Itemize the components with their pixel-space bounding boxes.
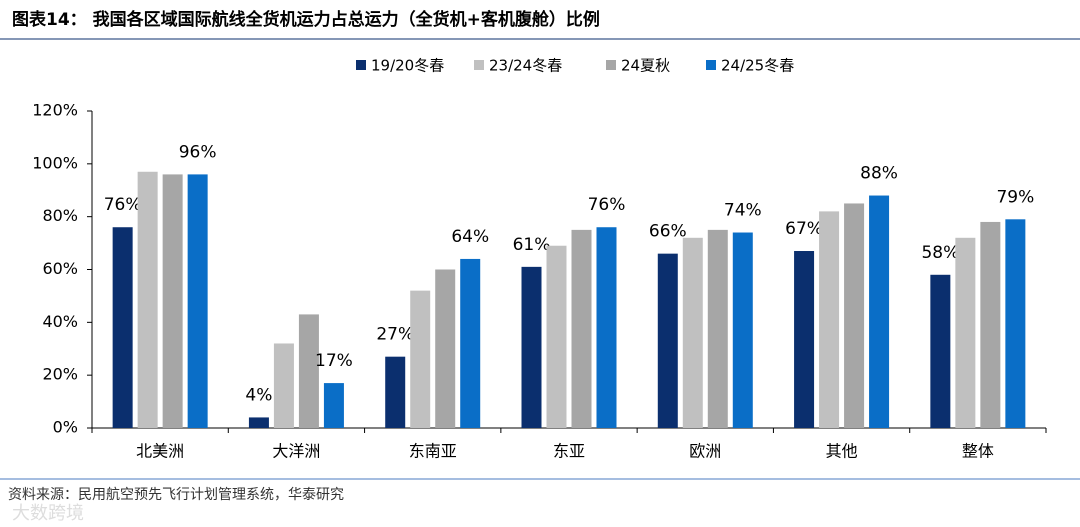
y-tick-label: 0%	[53, 418, 78, 437]
bar	[682, 237, 703, 428]
data-label: 67%	[785, 219, 823, 239]
bar	[955, 237, 976, 428]
data-label: 88%	[860, 164, 898, 184]
bar	[732, 232, 753, 428]
data-label: 61%	[513, 235, 551, 255]
chart-title: 图表14： 我国各区域国际航线全货机运力占总运力（全货机+客机腹舱）比例	[12, 9, 600, 30]
data-label: 64%	[451, 227, 489, 247]
bar	[162, 174, 183, 428]
legend-label: 23/24冬春	[489, 57, 562, 75]
data-label: 58%	[921, 243, 959, 263]
legend-swatch	[706, 60, 716, 70]
bar	[323, 383, 344, 428]
data-label: 76%	[588, 195, 626, 215]
x-tick-label: 其他	[826, 442, 858, 461]
watermark: 大数跨境	[12, 503, 84, 524]
x-tick-label: 欧洲	[689, 442, 721, 461]
y-tick-label: 80%	[42, 206, 78, 225]
bar	[248, 417, 269, 428]
data-label: 96%	[179, 142, 217, 162]
bar	[707, 229, 728, 428]
bar	[137, 171, 158, 428]
legend-label: 19/20冬春	[371, 57, 444, 75]
bar	[571, 229, 592, 428]
y-tick-label: 20%	[42, 365, 78, 384]
bar	[657, 253, 678, 428]
data-label: 66%	[649, 222, 687, 242]
data-label: 76%	[104, 195, 142, 215]
legend-swatch	[356, 60, 366, 70]
y-tick-label: 60%	[42, 259, 78, 278]
bar	[930, 274, 951, 428]
bar	[112, 227, 133, 428]
y-tick-label: 40%	[42, 312, 78, 331]
bar	[273, 343, 294, 428]
data-label: 79%	[996, 187, 1034, 207]
bar	[794, 251, 815, 428]
data-label: 4%	[245, 385, 272, 405]
bar	[596, 227, 617, 428]
bar	[298, 314, 319, 428]
bar	[819, 211, 840, 428]
data-label: 74%	[724, 201, 762, 221]
data-label: 27%	[376, 325, 414, 345]
bar	[435, 269, 456, 428]
bar	[869, 195, 890, 428]
bar	[980, 221, 1001, 428]
x-tick-label: 大洋洲	[272, 442, 320, 461]
y-tick-label: 100%	[32, 153, 78, 172]
x-tick-label: 整体	[962, 442, 994, 461]
x-tick-label: 东南亚	[409, 442, 457, 461]
y-tick-label: 120%	[32, 101, 78, 120]
bar	[460, 258, 481, 428]
legend-swatch	[474, 60, 484, 70]
legend-label: 24夏秋	[621, 57, 670, 75]
x-tick-label: 北美洲	[136, 442, 184, 461]
source: 资料来源：民用航空预先飞行计划管理系统，华泰研究	[8, 487, 344, 503]
bar	[410, 290, 431, 428]
bar	[521, 266, 542, 428]
bar	[187, 174, 208, 428]
bar	[844, 203, 865, 428]
x-tick-label: 东亚	[553, 442, 585, 461]
legend-swatch	[606, 60, 616, 70]
bar	[546, 245, 567, 428]
legend-label: 24/25冬春	[721, 57, 794, 75]
data-label: 17%	[315, 351, 353, 371]
bar	[385, 356, 406, 428]
bar	[1005, 219, 1026, 428]
